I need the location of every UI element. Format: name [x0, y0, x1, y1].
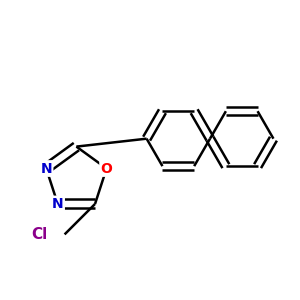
Text: N: N: [40, 161, 52, 176]
Text: O: O: [100, 161, 112, 176]
Text: Cl: Cl: [32, 227, 48, 242]
Text: N: N: [52, 197, 64, 211]
